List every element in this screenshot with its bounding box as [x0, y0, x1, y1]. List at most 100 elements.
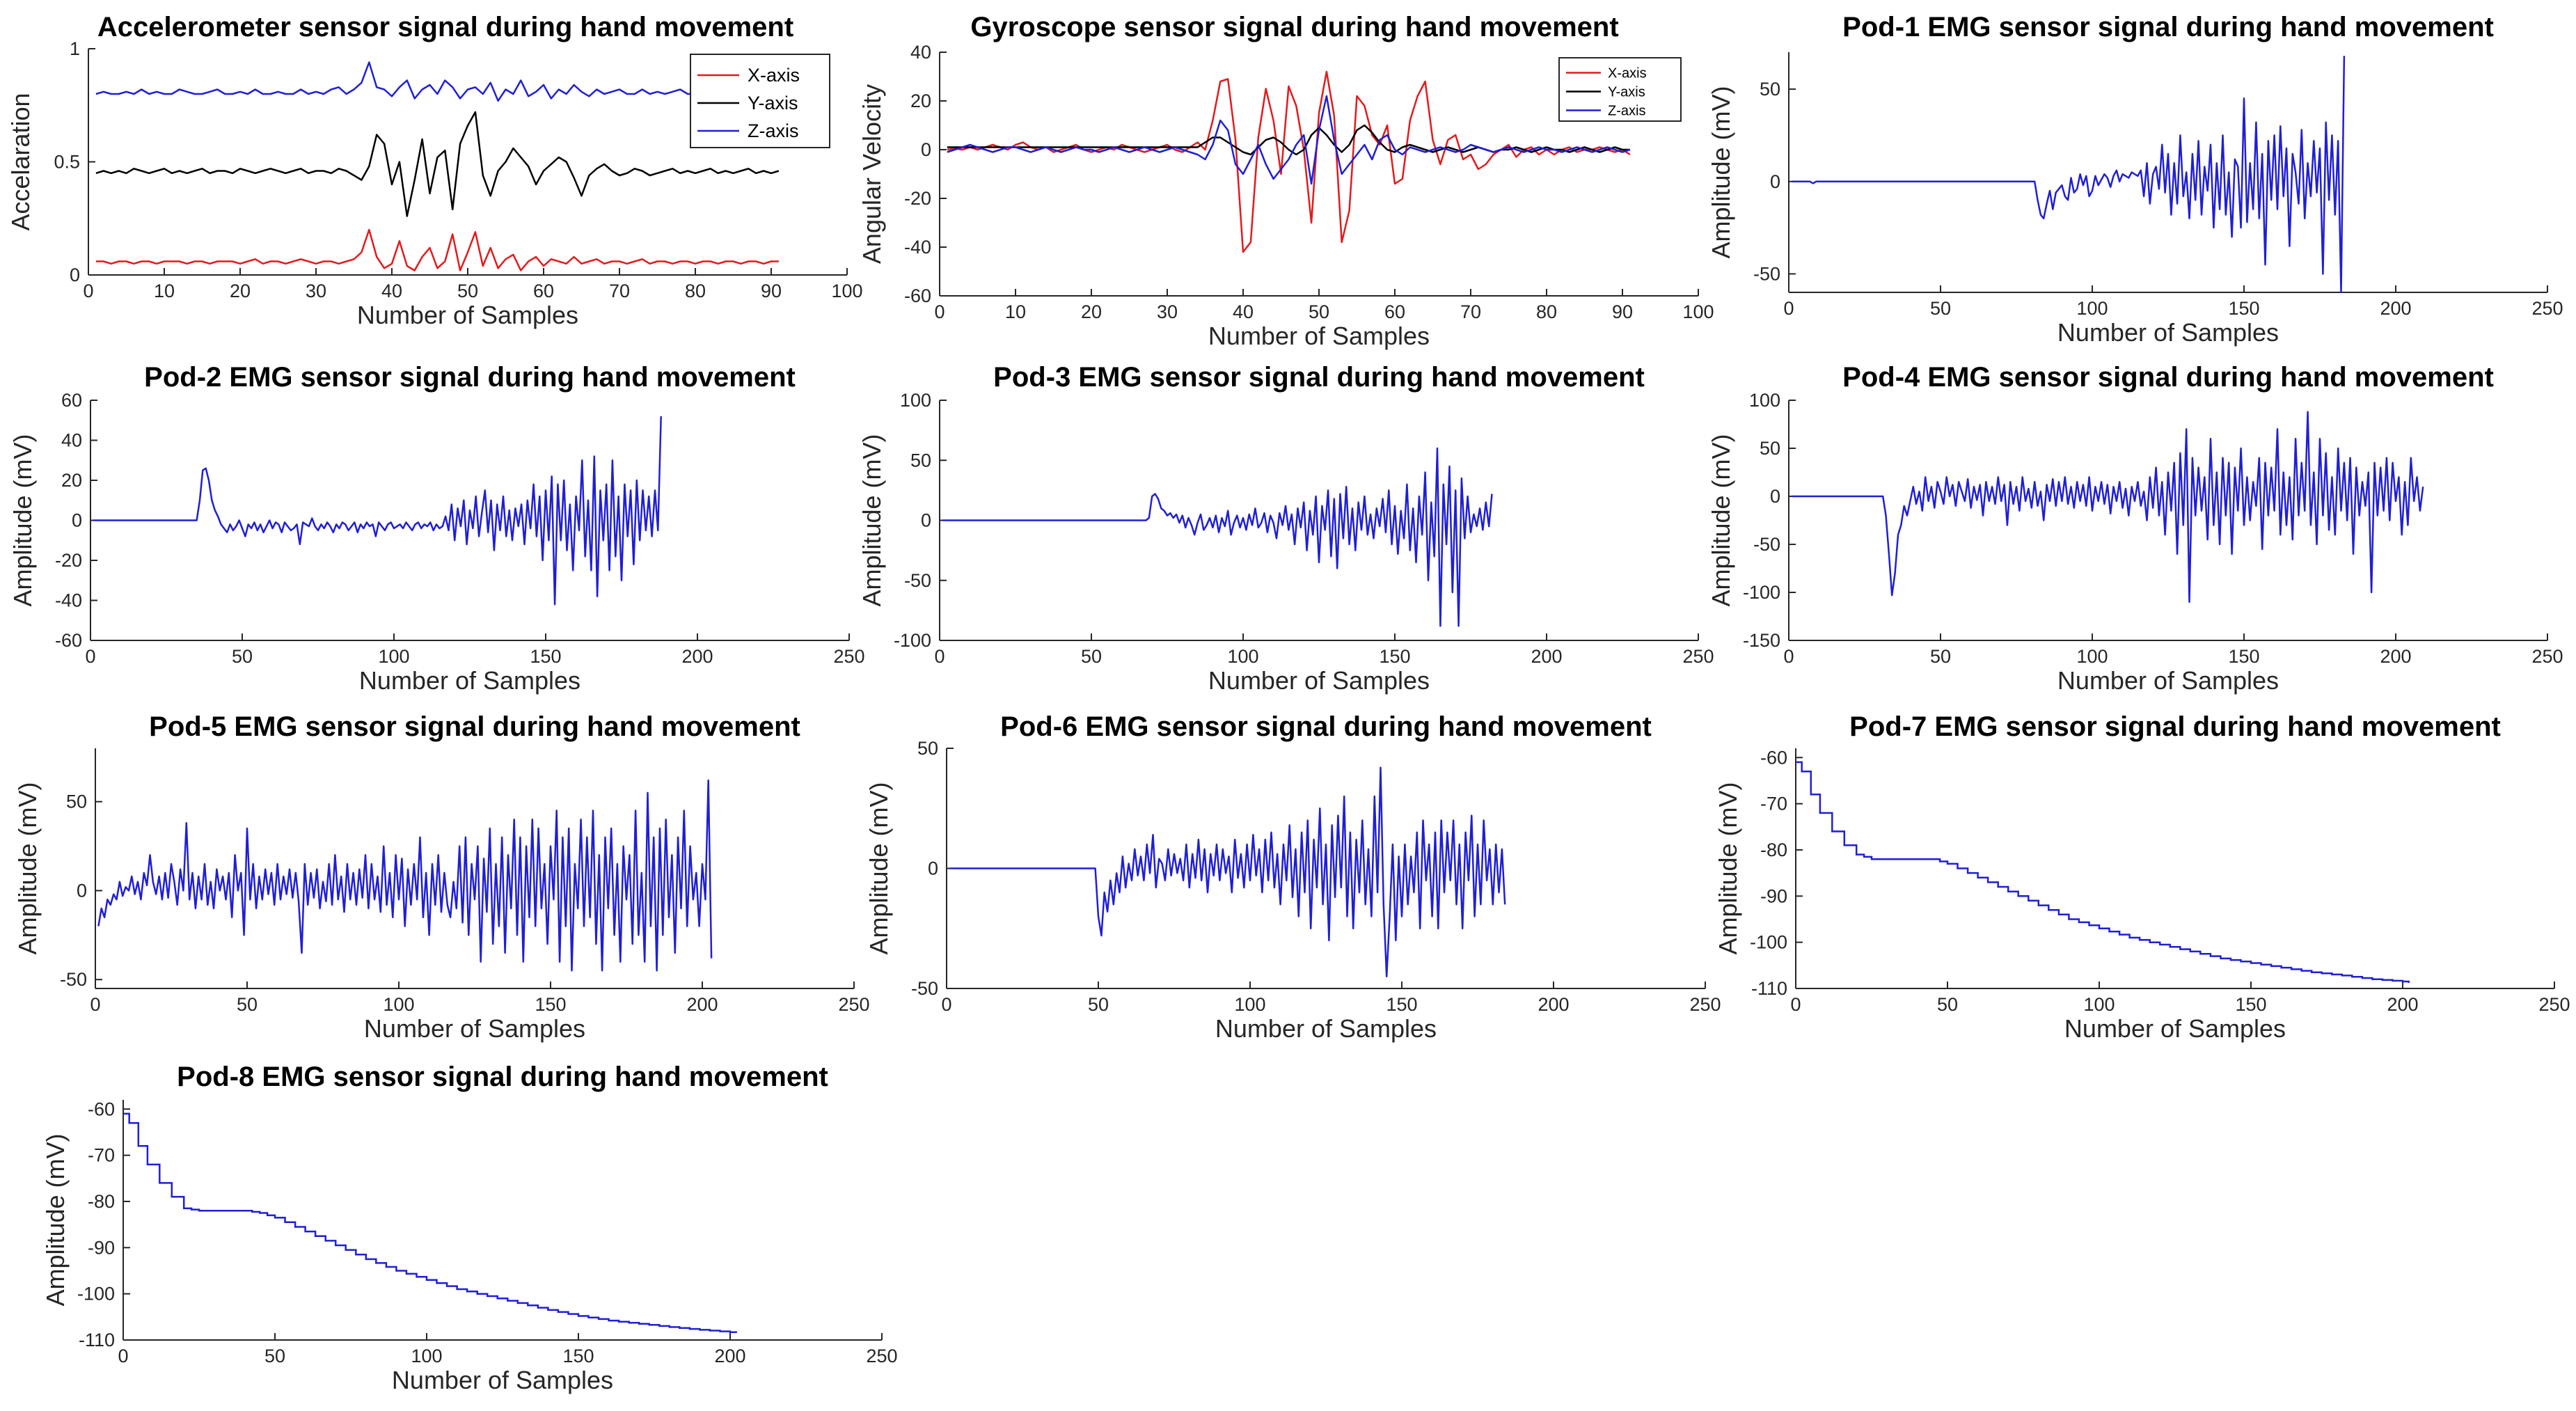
y-axis-label: Amplitude (mV) — [13, 782, 42, 954]
y-tick-label: -20 — [55, 550, 82, 571]
series-line-z-axis — [95, 61, 780, 102]
x-tick-label: 0 — [1783, 298, 1794, 319]
x-tick-label: 150 — [530, 646, 561, 667]
x-tick-label: 200 — [681, 646, 713, 667]
x-axis-label: Number of Samples — [359, 666, 580, 695]
y-tick-label: 50 — [66, 791, 87, 812]
x-tick-label: 250 — [866, 1346, 897, 1366]
series-line-y-axis — [95, 111, 780, 217]
x-tick-label: 150 — [2228, 298, 2259, 319]
x-tick-label: 0 — [85, 646, 95, 667]
y-tick-label: 50 — [910, 450, 931, 471]
y-tick-label: -40 — [55, 590, 82, 611]
chart-gyro: Gyroscope sensor signal during hand move… — [858, 12, 1714, 350]
y-tick-label: -80 — [88, 1191, 115, 1212]
x-tick-label: 250 — [1682, 646, 1714, 667]
x-tick-label: 200 — [1538, 994, 1569, 1015]
y-tick-label: -70 — [88, 1145, 115, 1166]
chart-pod7: Pod-7 EMG sensor signal during hand move… — [1714, 711, 2570, 1043]
x-axis-label: Number of Samples — [1208, 666, 1430, 695]
series-line-pod-3 — [942, 447, 1493, 627]
y-tick-label: 100 — [900, 390, 931, 411]
x-tick-label: 0 — [90, 994, 100, 1015]
series-lines — [949, 766, 1506, 978]
x-tick-label: 100 — [1234, 994, 1265, 1015]
x-tick-label: 50 — [457, 281, 478, 301]
chart-title: Pod-7 EMG sensor signal during hand move… — [1849, 711, 2501, 742]
y-tick-label: -110 — [1751, 978, 1787, 999]
chart-title: Pod-1 EMG sensor signal during hand move… — [1842, 12, 2494, 42]
x-tick-label: 150 — [1386, 994, 1417, 1015]
x-tick-label: 200 — [2387, 994, 2418, 1015]
x-tick-label: 10 — [1005, 301, 1026, 322]
chart-accel: Accelerometer sensor signal during hand … — [6, 12, 863, 329]
series-lines — [95, 61, 780, 271]
series-lines — [93, 416, 662, 606]
x-tick-label: 100 — [1227, 646, 1258, 667]
chart-title: Pod-2 EMG sensor signal during hand move… — [144, 362, 796, 393]
legend: X-axis Y-axis Z-axis — [1558, 57, 1682, 122]
y-axis-label: Amplitude (mV) — [864, 782, 893, 954]
y-tick-label: 0 — [70, 265, 80, 285]
y-tick-label: 0 — [72, 510, 82, 531]
y-axis-label: Angular Velocity — [858, 84, 886, 264]
series-line-x-axis — [95, 228, 779, 271]
y-tick-label: -70 — [1760, 794, 1787, 814]
x-tick-label: 90 — [761, 281, 782, 301]
x-tick-label: 50 — [1937, 994, 1958, 1015]
x-tick-label: 250 — [1689, 994, 1721, 1015]
x-tick-label: 200 — [714, 1346, 745, 1366]
chart-title: Gyroscope sensor signal during hand move… — [970, 12, 1618, 42]
y-tick-label: -100 — [1743, 582, 1780, 603]
x-tick-label: 200 — [2380, 298, 2411, 319]
x-tick-label: 200 — [1531, 646, 1562, 667]
x-tick-label: 100 — [2076, 298, 2108, 319]
y-tick-label: 0.5 — [54, 152, 80, 173]
legend-entry: X-axis — [748, 65, 800, 86]
x-tick-label: 150 — [2235, 994, 2266, 1015]
y-axis-label: Amplitude (mV) — [1714, 782, 1742, 954]
x-tick-label: 60 — [1384, 301, 1405, 322]
y-tick-label: 20 — [910, 90, 931, 111]
series-line-pod-1 — [1792, 56, 2346, 294]
x-tick-label: 50 — [1088, 994, 1109, 1015]
x-tick-label: 200 — [2380, 646, 2411, 667]
y-tick-label: -100 — [77, 1284, 115, 1304]
legend-entry: Y-axis — [748, 93, 798, 113]
series-lines — [947, 70, 1631, 253]
x-tick-label: 0 — [118, 1346, 128, 1366]
y-tick-label: -150 — [1743, 630, 1780, 651]
x-tick-label: 60 — [533, 281, 554, 301]
y-axis-label: Amplitude (mV) — [8, 434, 37, 606]
y-tick-label: -100 — [1750, 932, 1787, 953]
y-tick-label: -90 — [1760, 885, 1787, 906]
series-line-pod-8 — [123, 1112, 737, 1333]
x-tick-label: 10 — [154, 281, 175, 301]
x-tick-label: 0 — [941, 994, 951, 1015]
y-tick-label: 40 — [910, 42, 931, 63]
x-tick-label: 150 — [535, 994, 566, 1015]
chart-title: Pod-5 EMG sensor signal during hand move… — [149, 711, 800, 742]
y-tick-label: 0 — [921, 510, 931, 531]
chart-pod3: Pod-3 EMG sensor signal during hand move… — [858, 362, 1714, 695]
x-axis-label: Number of Samples — [2064, 1014, 2286, 1043]
x-tick-label: 200 — [686, 994, 718, 1015]
y-tick-label: -60 — [904, 285, 931, 306]
y-tick-label: 0 — [1770, 171, 1780, 192]
x-axis-label: Number of Samples — [392, 1366, 613, 1394]
x-tick-label: 0 — [1783, 646, 1794, 667]
x-tick-label: 0 — [934, 301, 945, 322]
x-tick-label: 70 — [1460, 301, 1481, 322]
y-tick-label: 1 — [70, 38, 80, 59]
y-tick-label: -50 — [911, 978, 938, 999]
x-tick-label: 150 — [562, 1346, 594, 1366]
x-tick-label: 0 — [1790, 994, 1801, 1015]
x-tick-label: 20 — [230, 281, 251, 301]
y-tick-label: 50 — [917, 738, 938, 759]
chart-pod1: Pod-1 EMG sensor signal during hand move… — [1707, 12, 2563, 347]
x-tick-label: 50 — [264, 1346, 285, 1366]
x-tick-label: 100 — [2076, 646, 2108, 667]
y-tick-label: -50 — [1753, 534, 1780, 555]
x-tick-label: 30 — [306, 281, 326, 301]
series-lines — [1792, 56, 2346, 294]
